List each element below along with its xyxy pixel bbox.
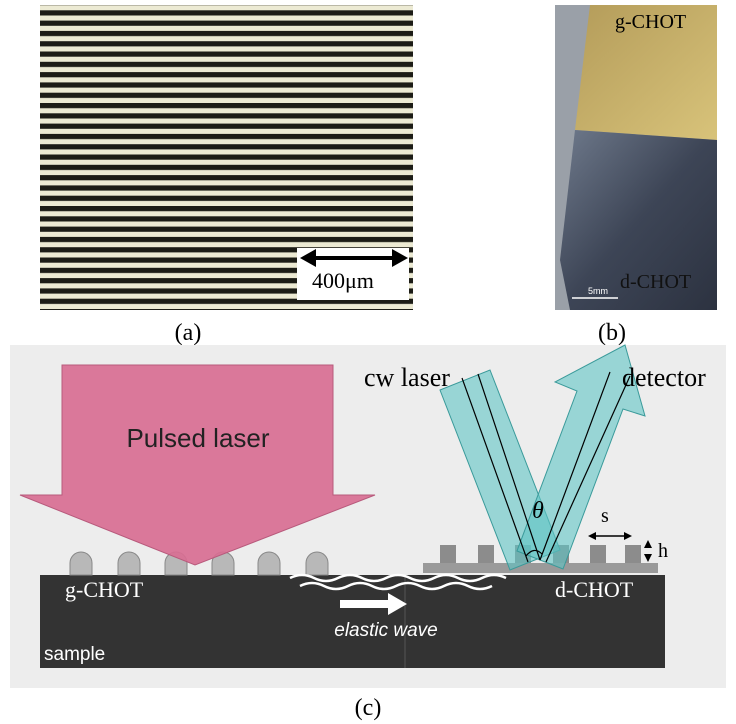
- panel-a: 400μm (a): [40, 5, 413, 346]
- caption: (b): [598, 320, 626, 346]
- caption: (a): [175, 320, 202, 346]
- beam-label: cw laser: [364, 363, 450, 392]
- wave-label: elastic wave: [334, 620, 438, 641]
- spacing-label: s: [601, 505, 609, 527]
- figure: 400μm (a) g-CHOT d-CHOT 5mm (b) Pulsed l…: [0, 0, 736, 724]
- beam-label: detector: [622, 363, 706, 392]
- film: [423, 563, 658, 573]
- caption: (c): [355, 695, 382, 721]
- angle-label: θ: [532, 498, 544, 524]
- label: g-CHOT: [615, 11, 686, 33]
- panel-b: g-CHOT d-CHOT 5mm (b): [555, 5, 717, 346]
- scale-label: 5mm: [588, 286, 608, 296]
- label: d-CHOT: [620, 271, 691, 293]
- height-label: h: [658, 540, 668, 562]
- grating-label: d-CHOT: [555, 577, 634, 602]
- scale-label: 400μm: [312, 268, 374, 293]
- sample-label: sample: [44, 644, 105, 665]
- grating-label: g-CHOT: [65, 577, 144, 602]
- laser-label: Pulsed laser: [126, 423, 269, 453]
- panel-c: Pulsed laser elastic wave sample g-CHOT …: [10, 345, 726, 721]
